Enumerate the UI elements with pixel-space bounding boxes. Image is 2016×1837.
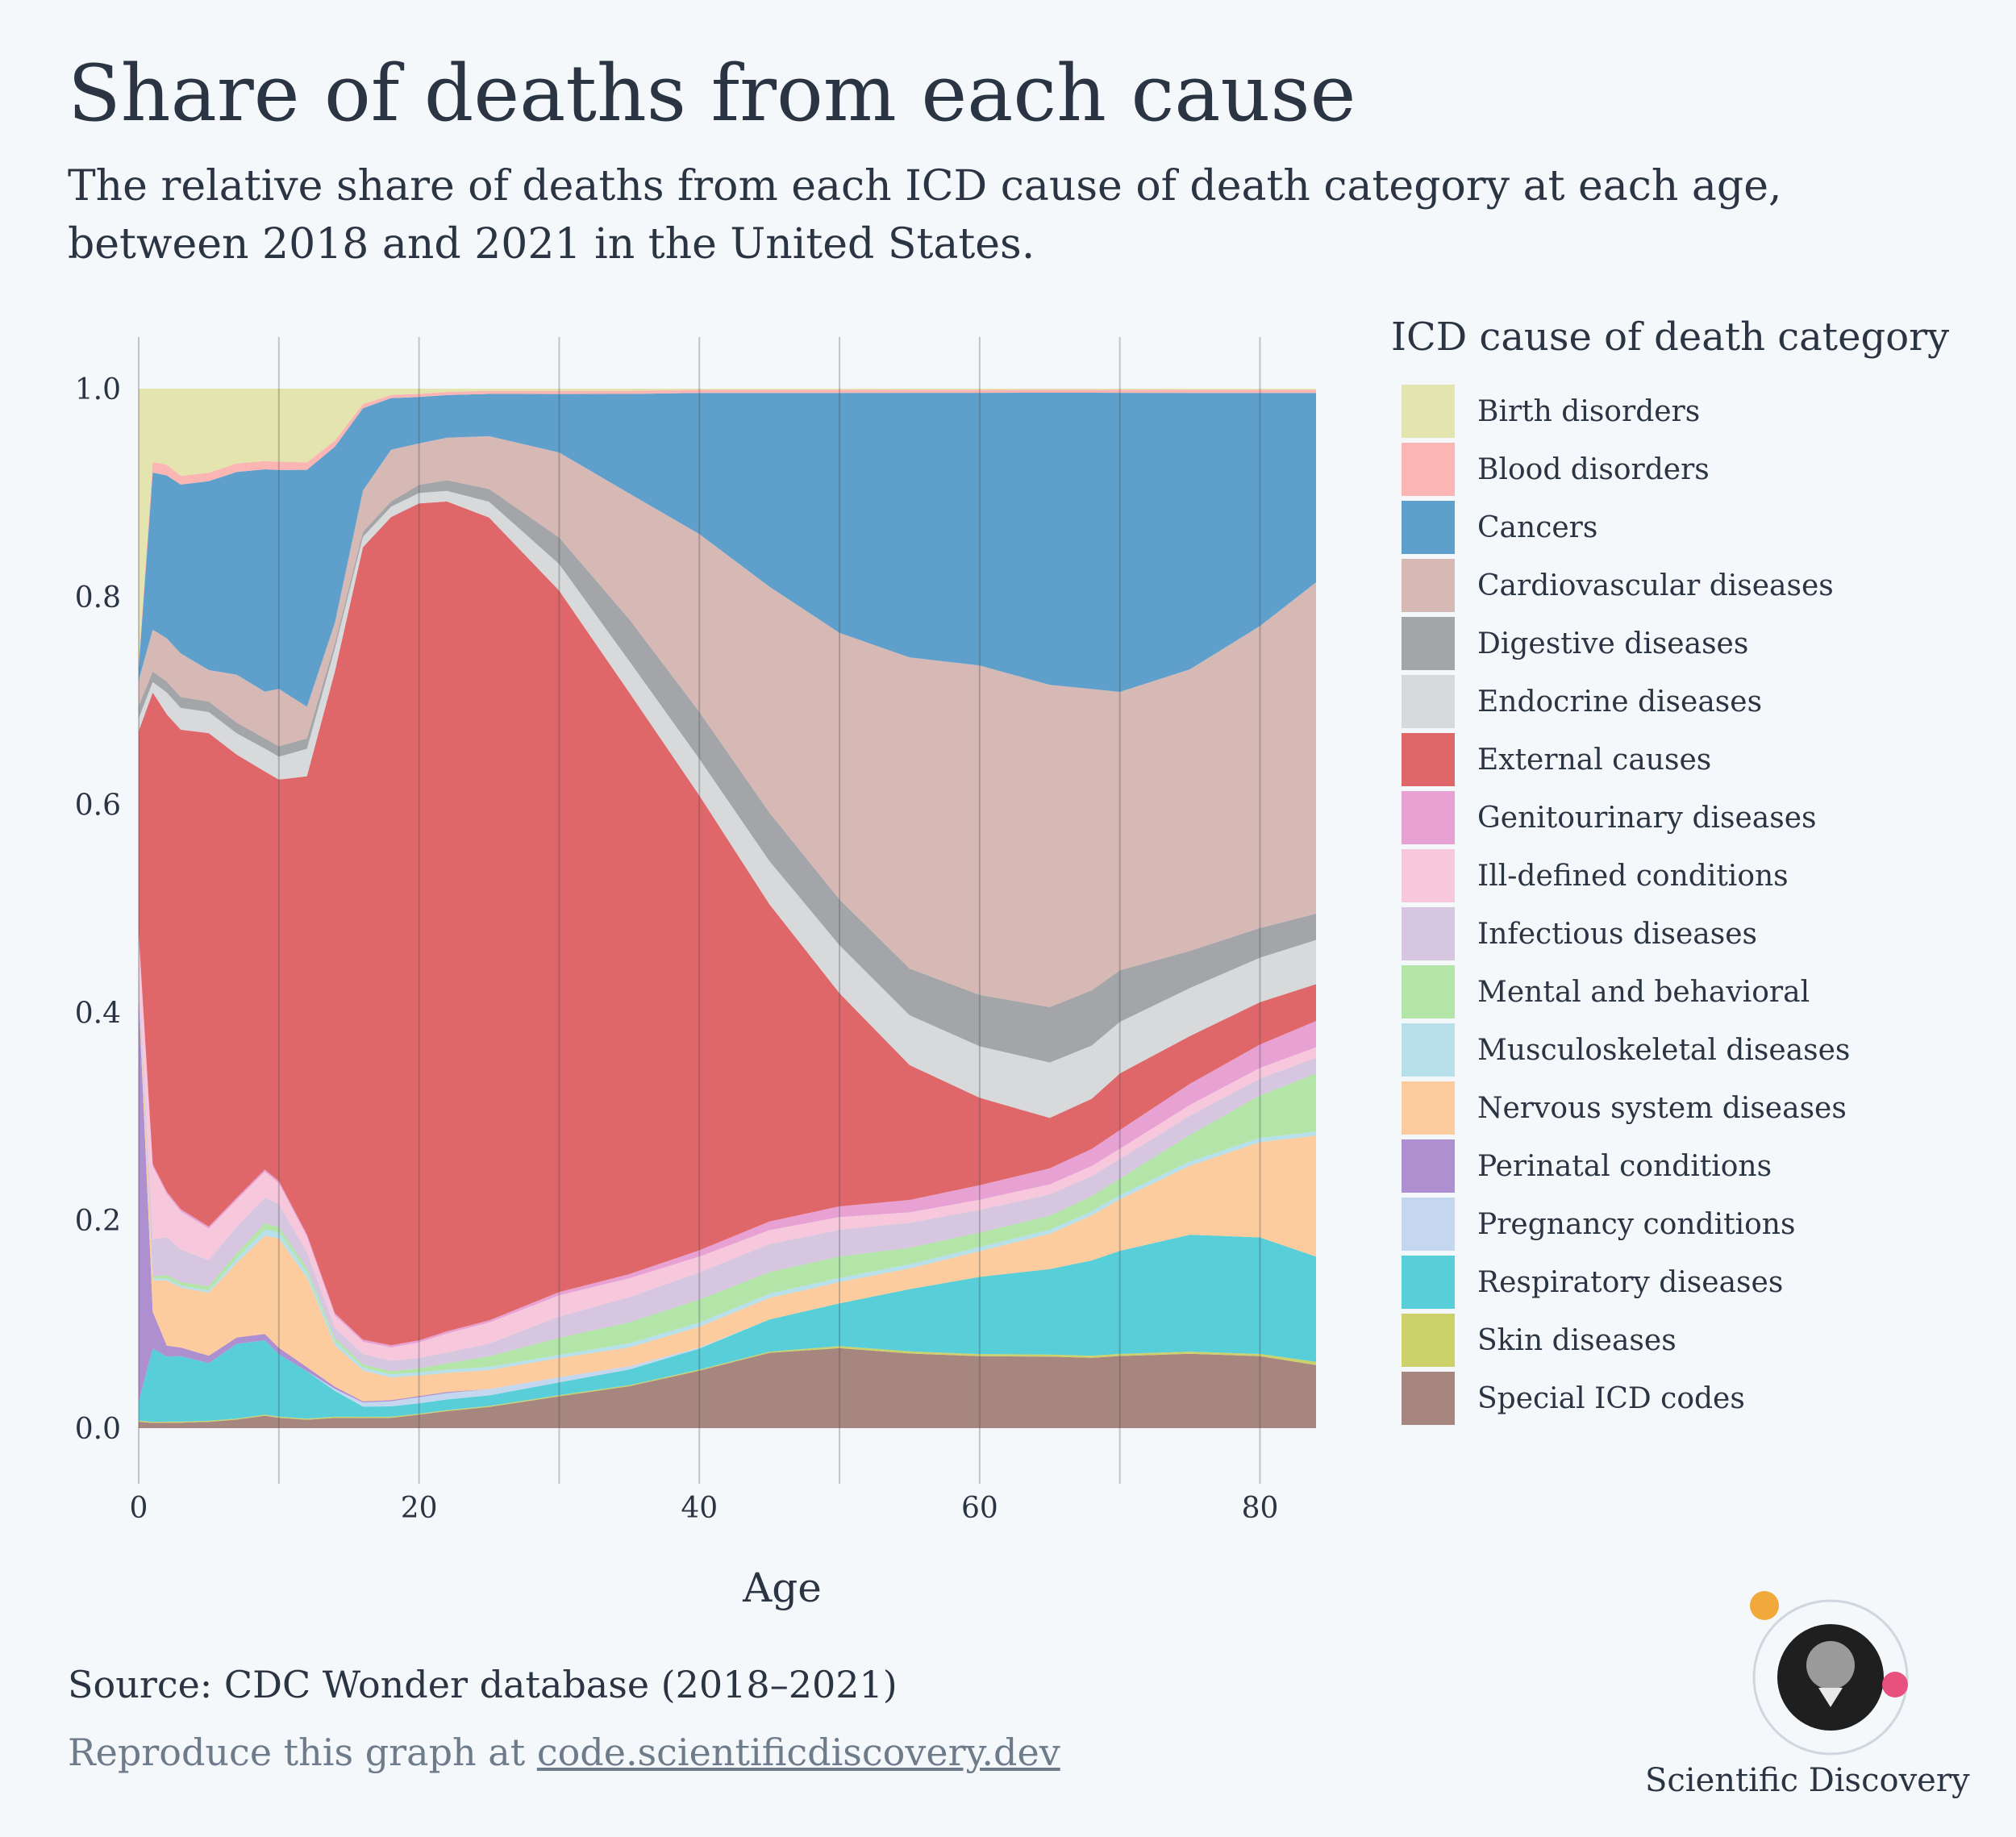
y-tick-label: 0.2 bbox=[75, 1205, 121, 1238]
brand-logo bbox=[1750, 1591, 1909, 1756]
legend-item: Special ICD codes bbox=[1402, 1371, 1966, 1426]
legend-swatch bbox=[1402, 907, 1455, 960]
legend-title: ICD cause of death category bbox=[1391, 314, 1950, 360]
source-note: Source: CDC Wonder database (2018–2021) bbox=[68, 1663, 898, 1706]
legend-item: Perinatal conditions bbox=[1402, 1139, 1966, 1193]
x-tick-label: 80 bbox=[1242, 1492, 1279, 1525]
legend-item: Mental and behavioral bbox=[1402, 964, 1966, 1019]
legend-item: Cancers bbox=[1402, 500, 1966, 555]
legend-label: Cardiovascular diseases bbox=[1477, 569, 1834, 602]
legend-item: Genitourinary diseases bbox=[1402, 790, 1966, 845]
legend-label: External causes bbox=[1477, 743, 1712, 777]
legend-swatch bbox=[1402, 791, 1455, 844]
orange-planet-icon bbox=[1750, 1591, 1779, 1620]
legend-item: Nervous system diseases bbox=[1402, 1081, 1966, 1135]
balloon-icon bbox=[1806, 1641, 1855, 1689]
y-tick-label: 0.0 bbox=[75, 1413, 121, 1446]
legend-item: Endocrine diseases bbox=[1402, 674, 1966, 729]
area-digestive-diseases bbox=[139, 480, 1316, 1063]
y-tick-label: 1.0 bbox=[75, 373, 121, 406]
legend-item: Skin diseases bbox=[1402, 1313, 1966, 1368]
legend-swatch bbox=[1402, 501, 1455, 554]
legend-swatch bbox=[1402, 1081, 1455, 1135]
legend-label: Special ICD codes bbox=[1477, 1381, 1745, 1415]
area-special-icd-codes bbox=[139, 1348, 1316, 1428]
legend-swatch bbox=[1402, 1314, 1455, 1367]
legend-item: Ill-defined conditions bbox=[1402, 848, 1966, 903]
legend-label: Endocrine diseases bbox=[1477, 685, 1763, 719]
legend-swatch bbox=[1402, 1198, 1455, 1251]
legend-label: Digestive diseases bbox=[1477, 627, 1749, 660]
legend-swatch bbox=[1402, 1139, 1455, 1193]
y-tick-label: 0.8 bbox=[75, 581, 121, 614]
legend-label: Cancers bbox=[1477, 510, 1598, 544]
area-cardiovascular-diseases bbox=[139, 435, 1316, 1007]
chart-title: Share of deaths from each cause bbox=[68, 48, 1356, 139]
legend-swatch bbox=[1402, 559, 1455, 612]
y-tick-labels: 0.0 0.2 0.4 0.6 0.8 1.0 bbox=[75, 373, 121, 1446]
y-tick-label: 0.4 bbox=[75, 997, 121, 1030]
legend-label: Musculoskeletal diseases bbox=[1477, 1033, 1851, 1067]
legend-swatch bbox=[1402, 965, 1455, 1018]
legend-item: Musculoskeletal diseases bbox=[1402, 1023, 1966, 1077]
x-tick-label: 20 bbox=[401, 1492, 438, 1525]
reproduce-link[interactable]: code.scientificdiscovery.dev bbox=[536, 1731, 1060, 1774]
legend-label: Respiratory diseases bbox=[1477, 1265, 1784, 1299]
legend-label: Ill-defined conditions bbox=[1477, 859, 1789, 893]
area-nervous-system-diseases bbox=[139, 989, 1316, 1402]
chart-subtitle: The relative share of deaths from each I… bbox=[68, 162, 1782, 269]
legend-label: Genitourinary diseases bbox=[1477, 801, 1817, 835]
legend-label: Nervous system diseases bbox=[1477, 1091, 1847, 1125]
reproduce-note: Reproduce this graph at code.scientificd… bbox=[68, 1731, 1060, 1774]
area-mental-and-behavioral bbox=[139, 987, 1316, 1375]
area-endocrine-diseases bbox=[139, 490, 1316, 1118]
legend-swatch bbox=[1402, 733, 1455, 786]
legend-swatch bbox=[1402, 849, 1455, 902]
legend-swatch bbox=[1402, 1372, 1455, 1425]
basket-icon bbox=[1818, 1688, 1843, 1707]
legend-item: Birth disorders bbox=[1402, 384, 1966, 439]
legend-label: Skin diseases bbox=[1477, 1323, 1677, 1357]
legend-swatch bbox=[1402, 617, 1455, 670]
legend-label: Pregnancy conditions bbox=[1477, 1207, 1796, 1241]
pink-planet-icon bbox=[1882, 1672, 1908, 1697]
orbit-ring bbox=[1752, 1599, 1909, 1756]
legend-item: Pregnancy conditions bbox=[1402, 1197, 1966, 1252]
grid-lines bbox=[138, 337, 1261, 1484]
legend-swatch bbox=[1402, 675, 1455, 728]
area-layers bbox=[139, 389, 1316, 1428]
legend-swatch bbox=[1402, 1023, 1455, 1077]
x-tick-label: 40 bbox=[681, 1492, 718, 1525]
reproduce-prefix: Reproduce this graph at bbox=[68, 1731, 537, 1774]
brand-name: Scientific Discovery bbox=[1645, 1762, 1970, 1799]
area-birth-disorders bbox=[139, 389, 1316, 661]
legend-label: Infectious diseases bbox=[1477, 917, 1758, 951]
legend-label: Mental and behavioral bbox=[1477, 975, 1810, 1009]
legend-item: External causes bbox=[1402, 732, 1966, 787]
area-skin-diseases bbox=[139, 1346, 1316, 1423]
x-axis-label: Age bbox=[743, 1564, 822, 1611]
x-tick-labels: 0 20 40 60 80 bbox=[130, 1492, 1279, 1525]
legend-item: Cardiovascular diseases bbox=[1402, 558, 1966, 613]
x-tick-label: 60 bbox=[961, 1492, 998, 1525]
legend-swatch bbox=[1402, 385, 1455, 438]
legend-item: Infectious diseases bbox=[1402, 906, 1966, 961]
legend-item: Digestive diseases bbox=[1402, 616, 1966, 671]
area-external-causes bbox=[139, 501, 1316, 1346]
legend-item: Respiratory diseases bbox=[1402, 1255, 1966, 1310]
legend-item: Blood disorders bbox=[1402, 442, 1966, 497]
area-cancers bbox=[139, 393, 1316, 707]
legend-swatch bbox=[1402, 443, 1455, 496]
x-tick-label: 0 bbox=[130, 1492, 148, 1525]
legend-label: Birth disorders bbox=[1477, 394, 1701, 428]
legend-label: Blood disorders bbox=[1477, 452, 1710, 486]
legend-label: Perinatal conditions bbox=[1477, 1149, 1772, 1183]
area-respiratory-diseases bbox=[139, 1235, 1316, 1423]
legend-swatch bbox=[1402, 1256, 1455, 1309]
y-tick-label: 0.6 bbox=[75, 789, 121, 823]
